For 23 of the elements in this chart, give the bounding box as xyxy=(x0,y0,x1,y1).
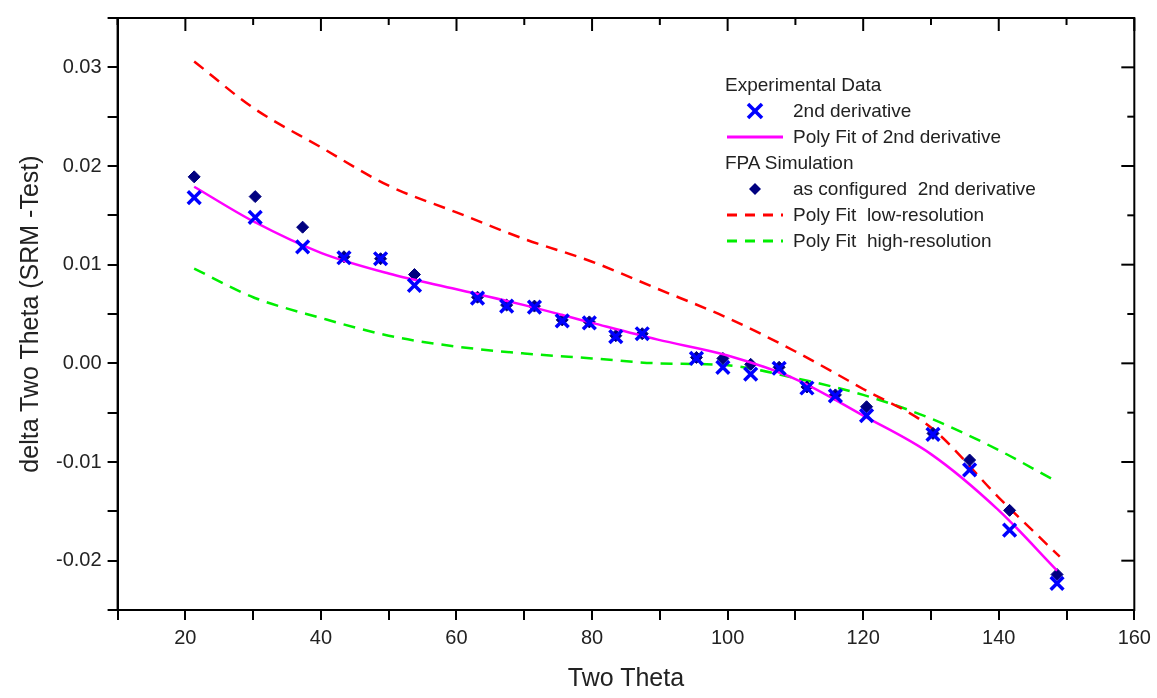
x-tick-label: 80 xyxy=(580,625,604,648)
x-tick-label: 60 xyxy=(445,625,468,648)
x-tick-label: 100 xyxy=(710,625,745,648)
annotation: FPA Simulation xyxy=(725,151,855,175)
x-tick-label: 120 xyxy=(846,625,880,648)
y-tick-label: -0.02 xyxy=(55,548,102,571)
y-tick-label: 0.02 xyxy=(62,153,102,176)
x-axis-title: Two Theta xyxy=(567,662,685,691)
x-tick-label: 140 xyxy=(982,625,1016,648)
legend-label: 2nd derivative xyxy=(793,99,912,123)
legend-label: Poly Fit high-resolution xyxy=(793,229,992,253)
y-tick-label: -0.01 xyxy=(55,449,102,472)
legend-label: Poly Fit low-resolution xyxy=(793,203,985,227)
x-tick-label: 160 xyxy=(1117,625,1151,648)
legend-label: as configured 2nd derivative xyxy=(793,177,1036,201)
y-tick-label: 0.01 xyxy=(62,252,102,275)
x-tick-label: 40 xyxy=(309,625,333,648)
x-tick-label: 20 xyxy=(174,625,197,648)
y-tick-label: 0.03 xyxy=(62,54,102,77)
annotation: Experimental Data xyxy=(725,73,883,97)
y-tick-label: 0.00 xyxy=(62,350,102,373)
legend-label: Poly Fit of 2nd derivative xyxy=(793,125,1002,149)
y-axis-title: delta Two Theta (SRM -Test) xyxy=(14,155,43,473)
